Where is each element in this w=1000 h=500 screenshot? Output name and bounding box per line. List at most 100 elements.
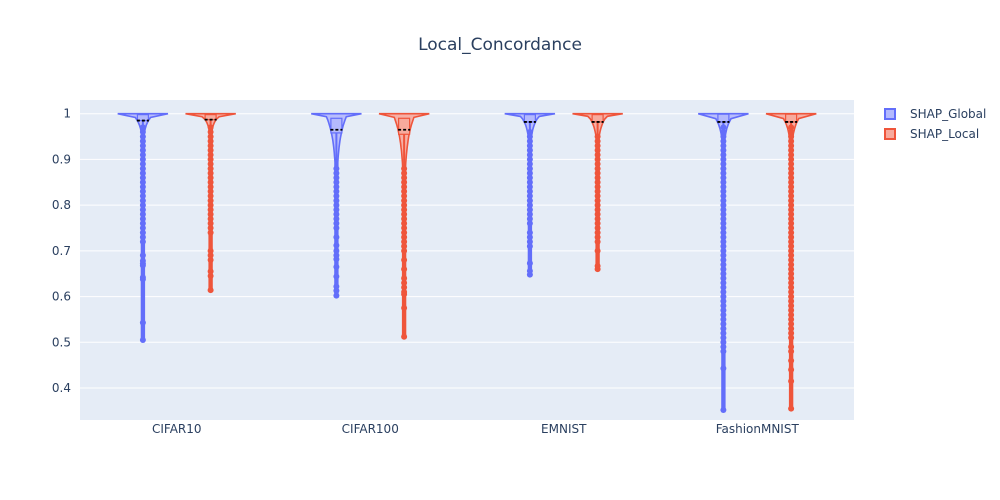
- outlier-point: [401, 289, 408, 295]
- violin-traces[interactable]: [117, 112, 817, 413]
- outlier-point: [526, 243, 533, 250]
- outlier-point: [526, 129, 533, 135]
- outlier-point: [139, 238, 146, 245]
- outlier-point: [139, 183, 146, 190]
- outlier-point: [207, 252, 214, 259]
- outlier-point: [207, 174, 214, 181]
- outlier-point: [720, 252, 727, 259]
- outlier-point: [788, 229, 795, 236]
- outlier-point: [788, 211, 795, 218]
- outlier-point: [207, 165, 214, 172]
- outlier-point: [207, 225, 214, 231]
- violin-SHAP_Local-EMNIST[interactable]: [572, 112, 623, 273]
- outlier-point: [788, 366, 795, 373]
- outlier-point: [720, 343, 727, 350]
- outlier-point: [788, 243, 795, 250]
- legend-item-shap-local[interactable]: SHAP_Local: [880, 124, 986, 144]
- outlier-point: [720, 302, 727, 309]
- violin-box: [785, 113, 798, 123]
- outlier-point: [333, 174, 340, 181]
- outlier-point: [720, 202, 727, 209]
- outlier-point: [594, 133, 601, 140]
- outlier-point: [207, 142, 214, 149]
- outlier-point: [333, 165, 340, 172]
- outlier-point: [139, 138, 146, 145]
- outlier-point: [720, 133, 727, 140]
- outlier-point: [333, 242, 340, 249]
- outlier-point: [207, 193, 214, 199]
- outlier-point: [139, 319, 146, 326]
- outlier-point: [139, 257, 146, 264]
- outlier-point: [139, 220, 146, 227]
- violin-SHAP_Global-EMNIST[interactable]: [504, 112, 556, 278]
- y-tick-label: 0.5: [52, 335, 71, 349]
- outlier-point: [401, 188, 408, 195]
- outlier-point: [720, 330, 727, 337]
- outlier-point: [594, 238, 601, 245]
- outlier-point: [526, 267, 533, 274]
- outlier-point: [207, 220, 214, 227]
- outlier-point: [720, 151, 727, 158]
- legend-item-shap-global[interactable]: SHAP_Global: [880, 104, 986, 124]
- violin-SHAP_Global-CIFAR100[interactable]: [311, 112, 362, 299]
- outlier-point: [788, 270, 795, 277]
- outlier-point: [720, 165, 727, 172]
- outlier-point: [788, 257, 795, 263]
- outlier-point: [333, 202, 340, 209]
- outlier-point: [401, 247, 408, 254]
- outlier-point: [207, 268, 214, 275]
- outlier-point: [788, 316, 795, 323]
- outlier-point: [594, 229, 601, 236]
- outlier-point: [594, 151, 601, 158]
- outlier-point: [788, 275, 795, 282]
- violin-SHAP_Local-CIFAR100[interactable]: [378, 112, 430, 340]
- outlier-point: [207, 124, 214, 131]
- outlier-point: [139, 161, 146, 167]
- outlier-point: [333, 211, 340, 218]
- outlier-point: [720, 247, 727, 254]
- outlier-point: [401, 225, 408, 231]
- outlier-point: [788, 129, 795, 135]
- outlier-point: [526, 197, 533, 204]
- violin-SHAP_Local-CIFAR10[interactable]: [185, 112, 236, 294]
- outlier-point: [526, 142, 533, 149]
- outlier-point: [526, 193, 533, 199]
- outlier-point: [788, 133, 795, 140]
- outlier-point: [720, 289, 727, 295]
- outlier-point: [594, 188, 601, 195]
- outlier-point: [401, 165, 408, 172]
- outlier-point: [720, 183, 727, 190]
- outlier-point: [401, 206, 408, 213]
- outlier-point: [333, 273, 340, 280]
- outlier-point: [594, 183, 601, 190]
- violin-SHAP_Global-CIFAR10[interactable]: [117, 112, 169, 343]
- outlier-point: [788, 234, 795, 241]
- outlier-point: [594, 174, 601, 181]
- outlier-point: [139, 129, 146, 135]
- outlier-point: [788, 307, 795, 314]
- violin-SHAP_Global-FashionMNIST[interactable]: [697, 112, 749, 413]
- outlier-point: [401, 211, 408, 218]
- violin-SHAP_Local-FashionMNIST[interactable]: [765, 112, 817, 412]
- outlier-point: [788, 321, 795, 327]
- outlier-point: [139, 124, 146, 131]
- outlier-point: [333, 263, 340, 270]
- outlier-point: [720, 179, 727, 186]
- outlier-point: [526, 202, 533, 209]
- outlier-point: [788, 405, 795, 412]
- outlier-point: [788, 330, 795, 337]
- x-tick-label: CIFAR10: [152, 422, 202, 436]
- outlier-point: [207, 206, 214, 213]
- outlier-point: [333, 220, 340, 227]
- outlier-point: [788, 170, 795, 177]
- outlier-point: [594, 147, 601, 154]
- outlier-point: [207, 183, 214, 190]
- violin-box: [398, 117, 411, 135]
- outlier-point: [720, 365, 727, 372]
- outlier-point: [401, 202, 408, 209]
- outlier-point: [594, 138, 601, 145]
- outlier-point: [594, 165, 601, 172]
- outlier-point: [526, 138, 533, 145]
- outlier-point: [401, 238, 408, 245]
- outlier-point: [333, 179, 340, 186]
